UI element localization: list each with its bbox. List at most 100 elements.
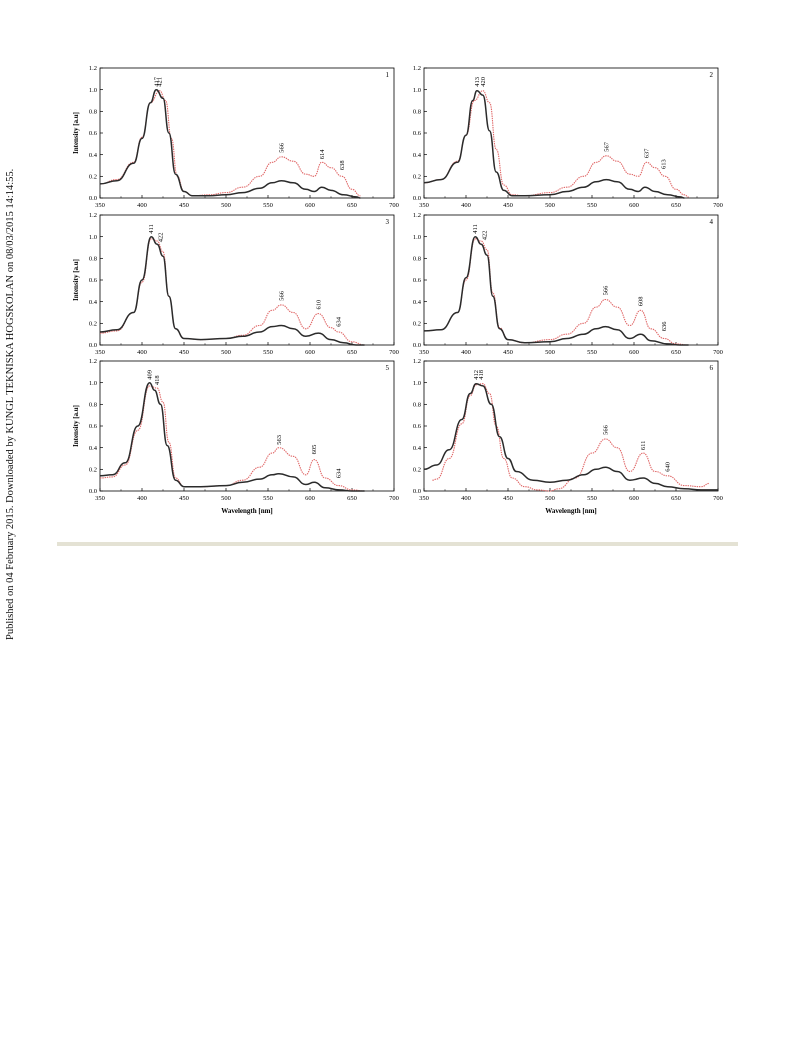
x-tick-label: 600 [629, 202, 639, 209]
y-tick-label: 0.8 [413, 402, 421, 409]
x-tick-label: 650 [671, 495, 681, 502]
x-tick-label: 350 [95, 202, 105, 209]
panel-label: 2 [710, 71, 714, 79]
y-tick-label: 0.4 [89, 299, 98, 306]
y-tick-label: 0.6 [89, 423, 98, 430]
x-tick-label: 400 [461, 349, 471, 356]
peak-annotation: 640 [665, 462, 672, 472]
peak-annotation: 422 [158, 233, 165, 243]
y-axis-label: Intensity [a.u] [72, 112, 80, 154]
peak-annotation: 411 [148, 224, 155, 234]
peak-annotation: 610 [315, 300, 322, 310]
x-tick-label: 450 [503, 349, 513, 356]
peak-annotation: 567 [603, 141, 610, 152]
peak-annotation: 611 [640, 441, 647, 451]
x-tick-label: 650 [347, 495, 357, 502]
y-tick-label: 1.2 [89, 358, 97, 365]
spectrum-chart-2: 350 400 450 500 550 600 650 700 0.0 0.2 0.4 0.6 0.8 1… [413, 65, 723, 209]
x-tick-label: 400 [137, 495, 147, 502]
y-tick-label: 0.4 [89, 152, 98, 159]
x-tick-label: 350 [95, 349, 105, 356]
y-tick-label: 0.2 [413, 467, 421, 474]
x-tick-label: 550 [263, 349, 273, 356]
x-tick-label: 400 [137, 202, 147, 209]
y-tick-label: 0.8 [413, 109, 421, 116]
x-tick-label: 550 [587, 202, 597, 209]
plot-frame [423, 360, 719, 492]
y-tick-label: 1.0 [89, 234, 97, 241]
y-tick-label: 0.0 [413, 488, 421, 495]
spectrum-chart-4: 350 400 450 500 550 600 650 700 0.0 0.2 0.4 0.6 0.8 1… [413, 212, 723, 356]
y-tick-label: 0.4 [413, 445, 422, 452]
y-tick-label: 0.4 [413, 299, 422, 306]
footer-rule [57, 542, 738, 546]
black-series-line [99, 88, 361, 199]
y-tick-label: 0.8 [89, 109, 97, 116]
peak-annotation: 421 [157, 77, 164, 87]
peak-annotation: 608 [638, 297, 645, 307]
y-tick-label: 1.2 [413, 358, 421, 365]
y-tick-label: 0.2 [413, 174, 421, 181]
y-tick-label: 1.0 [413, 380, 421, 387]
x-tick-label: 700 [713, 202, 723, 209]
y-tick-label: 0.6 [413, 423, 422, 430]
y-tick-label: 0.2 [413, 321, 421, 328]
y-tick-label: 0.8 [89, 256, 97, 263]
y-tick-label: 0.0 [89, 488, 97, 495]
x-tick-label: 550 [263, 495, 273, 502]
peak-annotation: 420 [480, 77, 487, 87]
panel-label: 4 [710, 218, 714, 226]
panel-label: 3 [386, 218, 390, 226]
y-tick-label: 0.8 [413, 256, 421, 263]
peak-annotation: 634 [336, 468, 343, 479]
x-tick-label: 650 [347, 349, 357, 356]
spectrum-panel-6: 350 400 450 500 550 600 650 700 0.0 0.2 0.4 0.6 0.8 1… [384, 353, 724, 531]
x-tick-label: 500 [545, 495, 555, 502]
x-tick-label: 500 [545, 202, 555, 209]
x-tick-label: 650 [671, 349, 681, 356]
plot-frame [423, 214, 719, 346]
peak-annotation: 563 [276, 435, 283, 445]
x-tick-label: 350 [419, 202, 429, 209]
x-tick-label: 500 [545, 349, 555, 356]
red-series-line [423, 238, 689, 346]
y-tick-label: 1.0 [89, 87, 97, 94]
spectrum-panel-1: 350 400 450 500 550 600 650 700 0.0 0.2 0.4 0.6 0.8 1… [60, 60, 400, 220]
y-tick-label: 0.6 [89, 130, 98, 137]
y-tick-label: 1.2 [89, 65, 97, 72]
panel-label: 6 [710, 364, 714, 372]
black-series-line [423, 235, 689, 346]
y-tick-label: 1.0 [89, 380, 97, 387]
x-tick-label: 700 [389, 495, 399, 502]
x-tick-label: 350 [419, 495, 429, 502]
x-tick-label: 700 [389, 202, 399, 209]
red-series-line [99, 385, 365, 492]
peak-annotation: 422 [482, 230, 489, 240]
spectrum-panel-2: 350 400 450 500 550 600 650 700 0.0 0.2 0.4 0.6 0.8 1… [384, 60, 724, 220]
y-tick-label: 0.2 [89, 467, 97, 474]
spectrum-chart-6: 350 400 450 500 550 600 650 700 0.0 0.2 0.4 0.6 0.8 1… [413, 358, 723, 515]
y-tick-label: 0.0 [413, 195, 421, 202]
y-tick-label: 0.0 [413, 342, 421, 349]
peak-annotation: 413 [474, 77, 481, 87]
y-tick-label: 0.4 [413, 152, 422, 159]
black-series-line [99, 235, 365, 346]
y-tick-label: 0.2 [89, 321, 97, 328]
red-series-line [432, 383, 710, 492]
y-tick-label: 0.2 [89, 174, 97, 181]
x-tick-label: 600 [305, 495, 315, 502]
x-tick-label: 600 [629, 495, 639, 502]
peak-annotation: 636 [661, 321, 668, 332]
y-axis-label: Intensity [a.u] [72, 259, 80, 301]
peak-annotation: 566 [602, 424, 609, 435]
x-tick-label: 400 [461, 202, 471, 209]
peak-annotation: 411 [472, 224, 479, 234]
sidebar-note: Published on 04 February 2015. Downloade… [5, 168, 16, 640]
red-series-line [423, 90, 689, 198]
spectrum-chart-3: 350 400 450 500 550 600 650 700 0.0 0.2 0.4 0.6 0.8 1… [72, 212, 399, 356]
y-tick-label: 1.0 [413, 234, 421, 241]
x-axis-label: Wavelength [nm] [545, 507, 597, 515]
y-tick-label: 1.2 [413, 65, 421, 72]
y-tick-label: 0.6 [413, 277, 422, 284]
y-tick-label: 0.8 [89, 402, 97, 409]
